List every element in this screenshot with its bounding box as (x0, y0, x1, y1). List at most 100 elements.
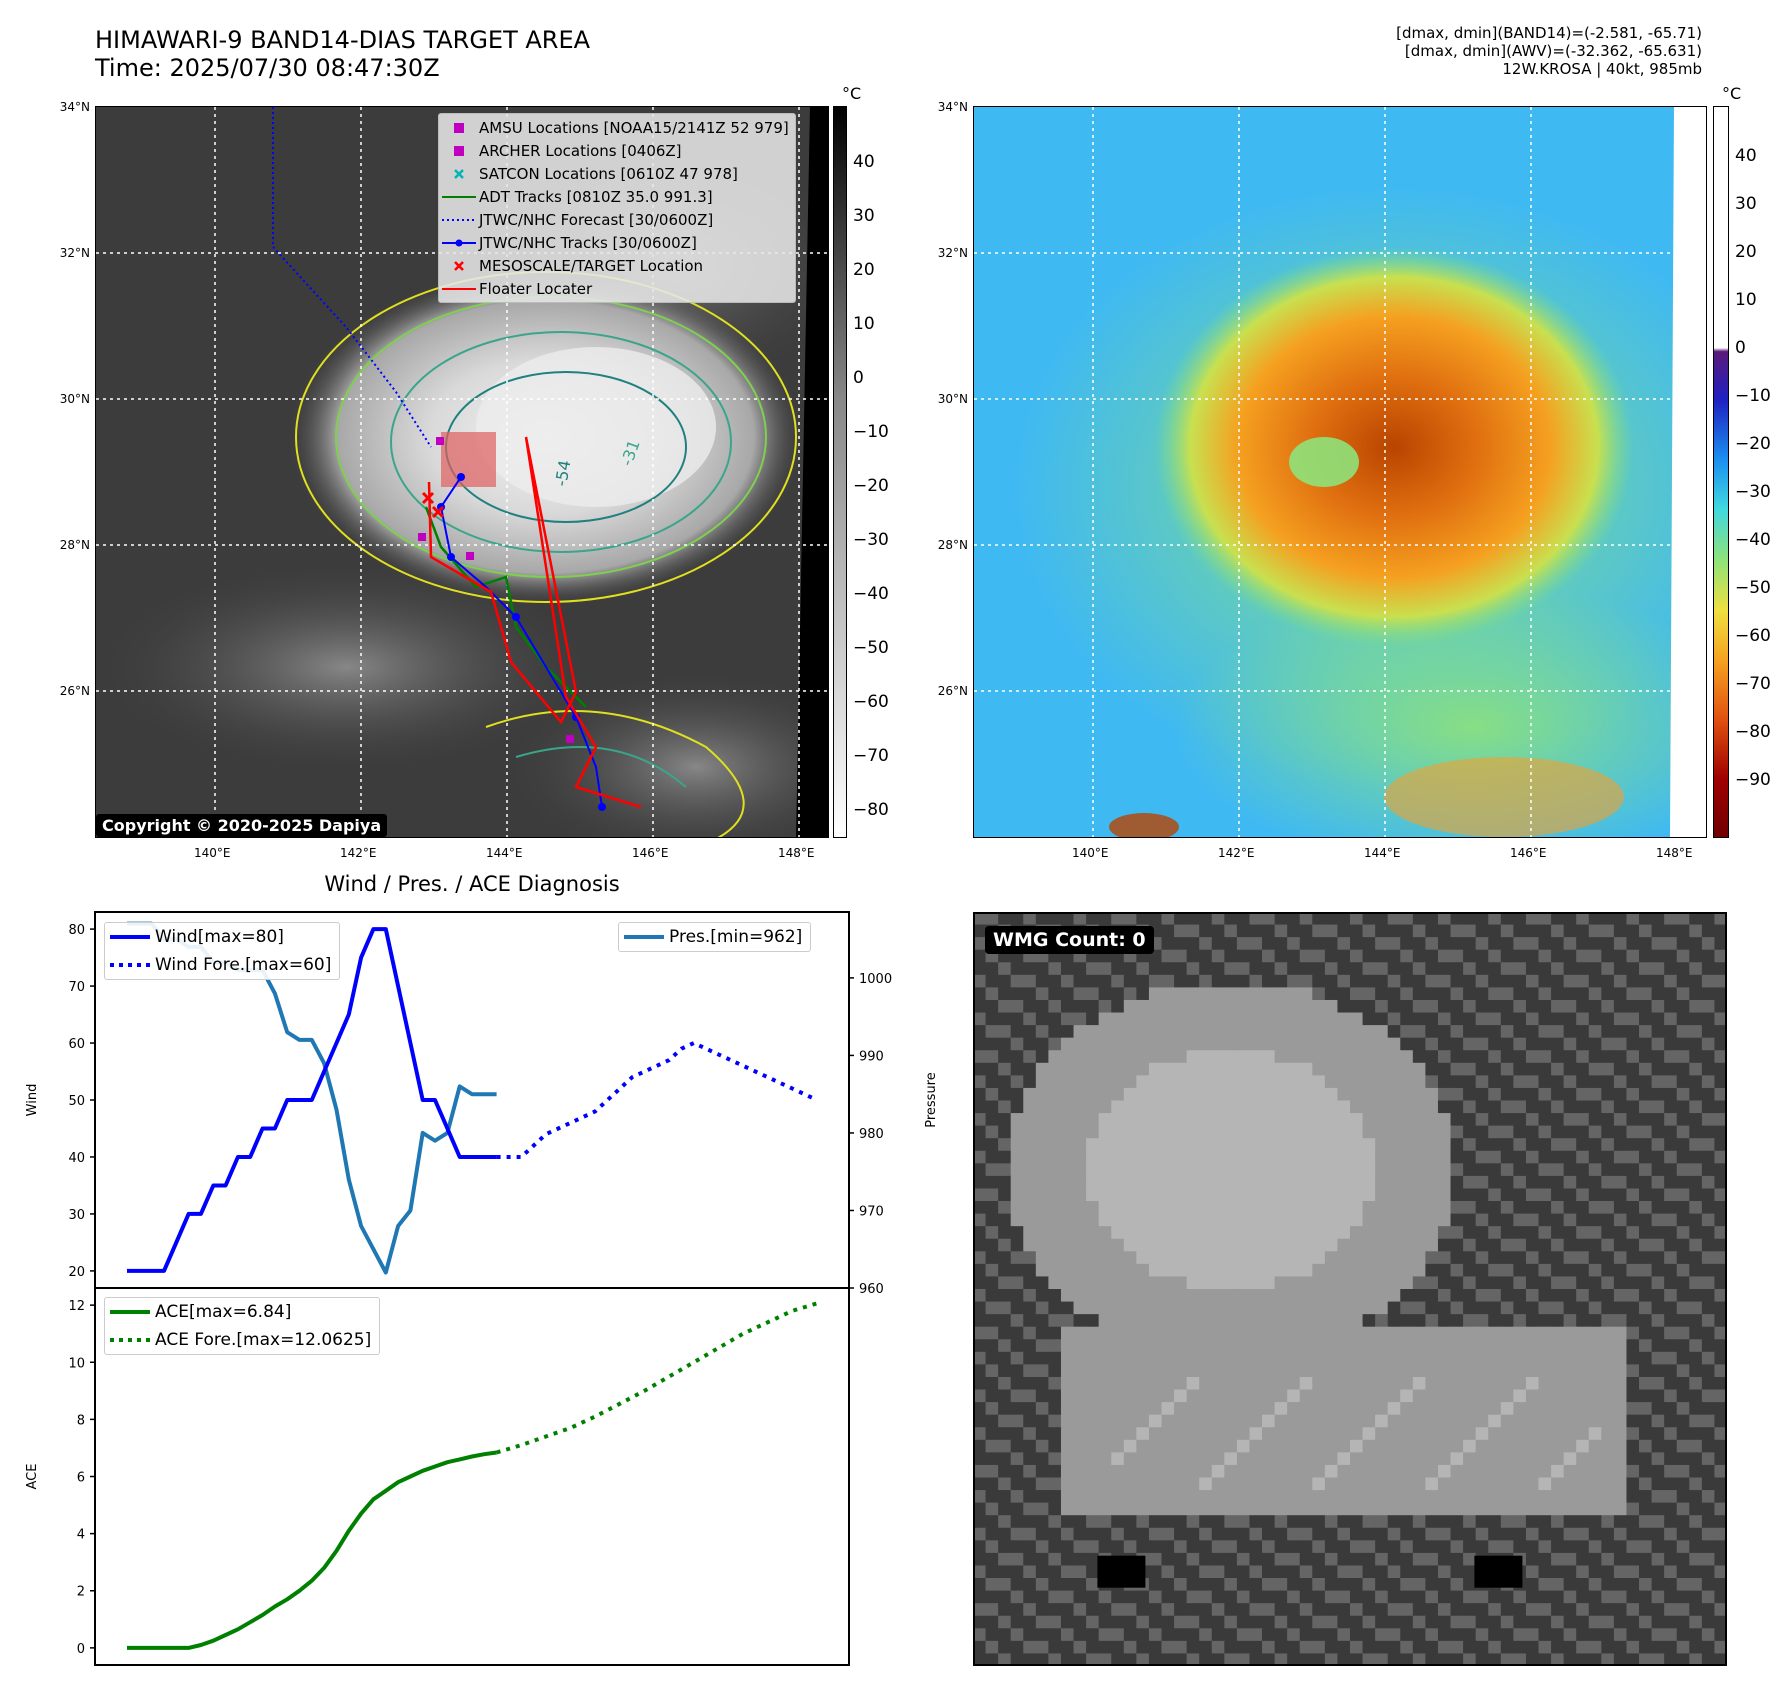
diagnosis-chart: 20 30 40 50 60 70 80 960 970 980 990 1000 0 2 4 6 8 10 12 W… (25, 911, 939, 1666)
title-time: Time: 2025/07/30 08:47:30Z (95, 54, 440, 82)
wmg-frame (973, 912, 1727, 1666)
legend-item: ACE[max=6.84] (105, 1298, 379, 1326)
info-band14-range: [dmax, dmin](BAND14)=(-2.581, -65.71) (1396, 24, 1702, 42)
wind-ytick-label: 60 (68, 1037, 85, 1052)
lon-tick: 148°E (1656, 846, 1693, 860)
cb-tick: 40 (853, 152, 875, 172)
lat-tick: 30°N (937, 392, 968, 406)
wind-ytick-label: 40 (68, 1151, 85, 1166)
pressure-legend: Pres.[min=962] (618, 922, 812, 952)
legend-item: ARCHER Locations [0406Z] (439, 139, 789, 162)
ace-ytick-label: 10 (68, 1356, 85, 1371)
ir-contour-label: -54 (551, 459, 574, 488)
lat-tick: 28°N (937, 538, 968, 552)
legend-label: SATCON Locations [0610Z 47 978] (479, 164, 738, 183)
ace-forecast-line (496, 1301, 818, 1455)
legend-label: Pres.[min=962] (669, 927, 803, 947)
cb-tick: −20 (1735, 434, 1771, 454)
wmg-cold-pixel-cluster (1474, 1555, 1523, 1588)
dotted-line-icon (105, 1337, 155, 1343)
cb-tick: −60 (1735, 626, 1771, 646)
legend-label: Wind[max=80] (155, 927, 284, 947)
cb-tick: −80 (853, 800, 889, 820)
lon-tick: 148°E (778, 846, 815, 860)
ir-map-panel: -54 -31 (95, 106, 829, 838)
wind-ytick-label: 30 (68, 1208, 85, 1223)
ace-ytick-label: 6 (77, 1471, 85, 1486)
awv-colorbar-ticks: 40 30 20 10 0 −10 −20 −30 −40 −50 −60 −7… (1735, 106, 1779, 838)
cb-tick: −30 (1735, 482, 1771, 502)
cb-tick: −80 (1735, 722, 1771, 742)
awv-lat-axis: 34°N 32°N 30°N 28°N 26°N (918, 100, 970, 838)
cb-tick: −40 (853, 584, 889, 604)
lat-tick: 26°N (59, 684, 90, 698)
lon-tick: 146°E (632, 846, 669, 860)
legend-item: ACE Fore.[max=12.0625] (105, 1326, 379, 1354)
wmg-pixel-field (973, 912, 1727, 1666)
line-icon (439, 286, 479, 292)
pressure-ytick-label: 990 (859, 1049, 884, 1064)
cb-tick: 40 (1735, 146, 1757, 166)
pressure-ytick-label: 980 (859, 1127, 884, 1142)
legend-item: AMSU Locations [NOAA15/2141Z 52 979] (439, 116, 789, 139)
lon-tick: 144°E (486, 846, 523, 860)
line-icon (105, 934, 155, 940)
square-marker-icon (439, 145, 479, 156)
wmg-cold-pixel-cluster (1097, 1555, 1146, 1588)
ace-ylabel: ACE (25, 1464, 40, 1490)
legend-item: MESOSCALE/TARGET Location (439, 254, 789, 277)
wind-legend: Wind[max=80] Wind Fore.[max=60] (104, 922, 341, 980)
cb-tick: 0 (1735, 338, 1746, 358)
cb-tick: −50 (1735, 578, 1771, 598)
cb-tick: −30 (853, 530, 889, 550)
legend-label: ARCHER Locations [0406Z] (479, 141, 682, 160)
wind-ylabel: Wind (25, 1084, 40, 1117)
legend-item: Wind[max=80] (105, 923, 339, 951)
line-dot-icon (439, 239, 479, 247)
ace-ytick-label: 4 (77, 1528, 85, 1543)
line-icon (439, 194, 479, 200)
cb-tick: 30 (1735, 194, 1757, 214)
lat-tick: 26°N (937, 684, 968, 698)
lon-tick: 142°E (340, 846, 377, 860)
diagnosis-title: Wind / Pres. / ACE Diagnosis (324, 872, 620, 896)
cb-tick: 20 (1735, 242, 1757, 262)
cb-tick: −10 (1735, 386, 1771, 406)
legend-label: JTWC/NHC Forecast [30/0600Z] (479, 210, 714, 229)
x-marker-icon (439, 260, 479, 271)
awv-map-image (974, 107, 1706, 837)
lat-tick: 28°N (59, 538, 90, 552)
legend-item: SATCON Locations [0610Z 47 978] (439, 162, 789, 185)
info-storm: 12W.KROSA | 40kt, 985mb (1502, 60, 1702, 78)
ace-line (127, 1450, 497, 1650)
cb-tick: −60 (853, 692, 889, 712)
ace-ytick-label: 8 (77, 1413, 85, 1428)
wind-line (127, 927, 497, 1273)
lon-tick: 140°E (1072, 846, 1109, 860)
line-icon (105, 1309, 155, 1315)
wind-ytick-label: 20 (68, 1265, 85, 1280)
legend-label: Wind Fore.[max=60] (155, 955, 332, 975)
cb-tick: −40 (1735, 530, 1771, 550)
pressure-ylabel: Pressure (924, 1072, 939, 1128)
copyright-label: Copyright © 2020-2025 Dapiya (96, 814, 388, 837)
legend-label: MESOSCALE/TARGET Location (479, 256, 704, 275)
awv-lon-axis: 140°E 142°E 144°E 146°E 148°E (973, 846, 1707, 862)
lon-tick: 142°E (1218, 846, 1255, 860)
cb-tick: 30 (853, 206, 875, 226)
cb-tick: 10 (853, 314, 875, 334)
wind-ytick-label: 50 (68, 1094, 85, 1109)
ir-map-legend: AMSU Locations [NOAA15/2141Z 52 979] ARC… (438, 113, 796, 303)
ir-lat-axis: 34°N 32°N 30°N 28°N 26°N (40, 100, 92, 838)
lon-tick: 140°E (194, 846, 231, 860)
lat-tick: 30°N (59, 392, 90, 406)
wmg-image (973, 912, 1727, 1666)
dotted-line-icon (439, 217, 479, 223)
legend-label: ACE Fore.[max=12.0625] (155, 1330, 372, 1350)
line-icon (619, 934, 669, 940)
cb-tick: −70 (853, 746, 889, 766)
wind-ytick-label: 80 (68, 923, 85, 938)
pressure-ytick-label: 1000 (859, 972, 892, 987)
awv-colorbar-unit: °C (1722, 84, 1742, 103)
cb-tick: −70 (1735, 674, 1771, 694)
